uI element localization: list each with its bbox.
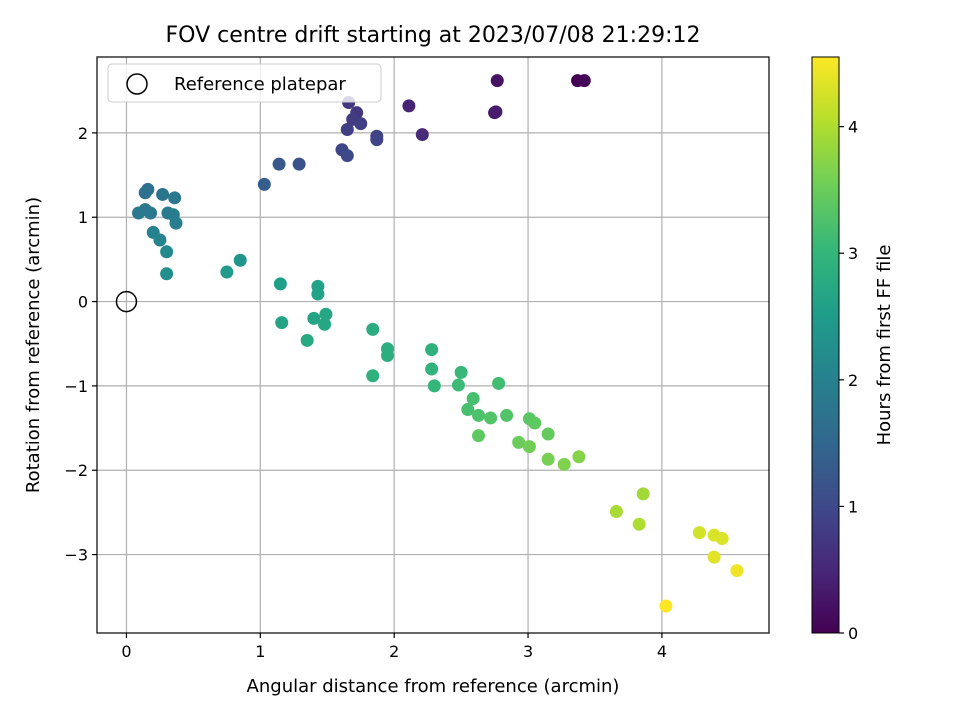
scatter-point [557, 457, 571, 471]
scatter-point [522, 440, 536, 454]
gridlines [97, 57, 769, 633]
y-tick-label: −1 [64, 377, 88, 396]
scatter-point [340, 149, 354, 163]
y-tick-label: 1 [78, 208, 88, 227]
scatter-point [500, 408, 514, 422]
scatter-point [273, 277, 287, 291]
colorbar-label: Hours from first FF file [874, 245, 895, 446]
scatter-point [233, 253, 247, 267]
scatter-point [707, 550, 721, 564]
scatter-point [168, 191, 182, 205]
scatter-point [541, 427, 555, 441]
scatter-point [472, 429, 486, 443]
scatter-point [572, 450, 586, 464]
scatter-point [466, 392, 480, 406]
scatter-point [311, 287, 325, 301]
scatter-point [153, 233, 167, 247]
scatter-point [609, 505, 623, 519]
x-tick-label: 3 [523, 642, 533, 661]
chart-title: FOV centre drift starting at 2023/07/08 … [166, 23, 701, 48]
legend: Reference platepar [107, 63, 382, 103]
scatter-point [528, 416, 542, 430]
scatter-point [636, 487, 650, 501]
colorbar-gradient [811, 56, 840, 634]
scatter-point [541, 452, 555, 466]
scatter-point [272, 157, 286, 171]
legend-reference-marker-icon [126, 73, 148, 95]
x-axis-ticks: 0 1 2 3 4 [121, 633, 667, 661]
legend-label-reference-platepar: Reference platepar [174, 74, 346, 95]
colorbar-tick-label: 1 [848, 497, 858, 516]
scatter-point [427, 379, 441, 393]
reference-marker-layer [115, 290, 138, 313]
scatter-point [292, 157, 306, 171]
scatter-point [492, 376, 506, 390]
scatter-point [366, 369, 380, 383]
x-tick-label: 4 [657, 642, 667, 661]
scatter-point [366, 322, 380, 336]
scatter-point [715, 532, 729, 546]
scatter-point [454, 365, 468, 379]
scatter-point [659, 599, 673, 613]
scatter-point [160, 245, 174, 259]
reference-platepar-marker [115, 290, 138, 313]
colorbar-tick-label: 2 [848, 371, 858, 390]
scatter-point [138, 186, 152, 200]
plot-frame [96, 56, 770, 634]
scatter-point [131, 206, 145, 220]
scatter-point [380, 349, 394, 363]
plot-area: 0 1 2 3 4 −3 −2 −1 0 1 2 [64, 56, 770, 661]
scatter-point [169, 216, 183, 230]
scatter-point [354, 117, 368, 131]
colorbar-tick-label: 0 [848, 624, 858, 643]
scatter-point [484, 411, 498, 425]
scatter-point [275, 316, 289, 330]
scatter-point [730, 564, 744, 578]
colorbar-tick-label: 3 [848, 244, 858, 263]
x-tick-label: 2 [389, 642, 399, 661]
scatter-point [577, 74, 591, 88]
scatter-point [415, 128, 429, 142]
x-axis-label: Angular distance from reference (arcmin) [247, 676, 620, 697]
scatter-point [340, 123, 354, 137]
x-tick-label: 0 [121, 642, 131, 661]
colorbar-ticks: 0 1 2 3 4 [839, 118, 858, 643]
scatter-point [160, 267, 174, 281]
scatter-point [461, 403, 475, 417]
scatter-point [318, 317, 332, 331]
scatter-point [156, 187, 170, 201]
y-tick-label: −2 [64, 461, 88, 480]
scatter-point [300, 333, 314, 347]
scatter-point [144, 206, 158, 220]
colorbar: 0 1 2 3 4 Hours from first FF file [811, 56, 895, 643]
scatter-point [402, 99, 416, 113]
scatter-point [220, 265, 234, 279]
scatter-point [370, 133, 384, 147]
scatter-points [131, 74, 744, 613]
scatter-point [472, 408, 486, 422]
scatter-point [425, 362, 439, 376]
colorbar-tick-label: 4 [848, 118, 858, 137]
y-tick-label: −3 [64, 546, 88, 565]
scatter-point [632, 517, 646, 531]
y-tick-label: 0 [78, 293, 88, 312]
scatter-point [425, 343, 439, 357]
y-tick-label: 2 [78, 124, 88, 143]
scatter-point [307, 311, 321, 325]
scatter-point [451, 378, 465, 392]
scatter-point [692, 526, 706, 540]
scatter-point [490, 74, 504, 88]
scatter-point [257, 177, 271, 191]
legend-box [107, 63, 382, 103]
scatter-point [489, 105, 503, 119]
y-axis-label: Rotation from reference (arcmin) [23, 197, 44, 493]
y-axis-ticks: −3 −2 −1 0 1 2 [64, 124, 97, 565]
x-tick-label: 1 [255, 642, 265, 661]
scatter-point [512, 435, 526, 449]
scatter-point [319, 307, 333, 321]
